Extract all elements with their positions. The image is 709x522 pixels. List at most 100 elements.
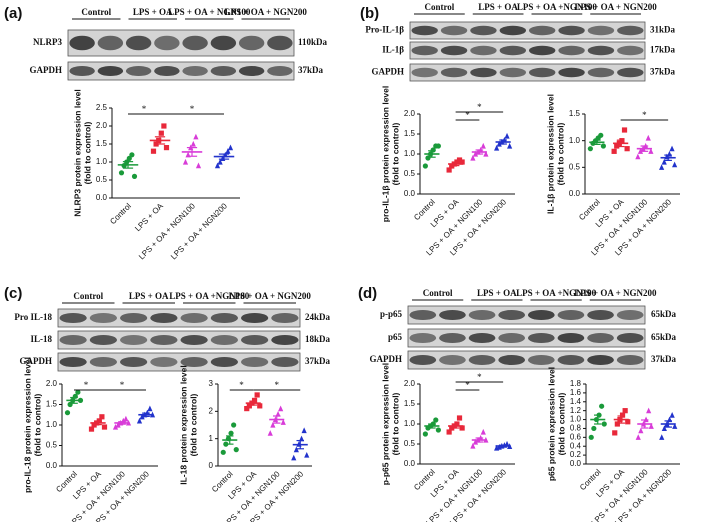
data-point xyxy=(293,446,299,453)
blot-band xyxy=(558,67,585,78)
blot-band xyxy=(97,65,124,77)
blot-band xyxy=(587,25,615,36)
blot-band xyxy=(238,65,265,77)
chart: 0 1 2 3 IL-18 protein expression level (fold … xyxy=(178,365,312,522)
data-point xyxy=(291,454,297,461)
blot-band xyxy=(498,309,526,321)
blot-strip xyxy=(57,352,301,372)
blot-band xyxy=(558,45,585,56)
panel-label: (d) xyxy=(358,285,377,302)
data-point xyxy=(193,133,199,140)
data-point xyxy=(270,421,276,428)
blot-band xyxy=(89,334,117,346)
y-tick-label: 0.2 xyxy=(570,450,582,459)
significance-star: * xyxy=(120,380,125,390)
y-axis-title: (fold to control) xyxy=(390,122,400,185)
data-point xyxy=(669,145,675,152)
kda-label: 37kDa xyxy=(298,65,324,75)
y-tick-label: 3 xyxy=(209,379,214,388)
row-label: GAPDH xyxy=(30,65,63,75)
blot-strip xyxy=(57,330,301,350)
y-axis-title: (fold to control) xyxy=(390,392,400,455)
blot-band xyxy=(470,45,497,56)
chart: 0.0 0.5 1.0 1.5 2.0 2.5 NLRP3 protein expressi… xyxy=(72,89,240,261)
data-point xyxy=(112,423,119,430)
chart: 0.0 0.5 1.0 1.5 IL-1β protein expression lev… xyxy=(545,94,680,257)
row-label: GAPDH xyxy=(372,67,405,77)
data-point xyxy=(611,148,617,154)
data-point xyxy=(254,392,260,398)
data-point xyxy=(470,442,476,449)
blot-band xyxy=(267,65,293,77)
y-tick-label: 0.0 xyxy=(96,193,108,202)
blot-band xyxy=(528,25,556,36)
blot-band xyxy=(587,309,614,321)
y-axis-title: (fold to control) xyxy=(188,393,198,456)
blot-strip xyxy=(409,41,646,60)
group-header: LPS + OA xyxy=(129,291,169,301)
blot-band xyxy=(180,356,208,368)
data-point xyxy=(136,417,143,424)
y-tick-label: 0.0 xyxy=(570,459,582,468)
y-axis-title: IL-1β protein expression level xyxy=(545,94,555,214)
y-tick-label: 1.0 xyxy=(404,419,416,428)
y-tick-label: 2.0 xyxy=(96,121,108,130)
data-point xyxy=(637,148,644,154)
significance-star: * xyxy=(84,380,89,390)
data-point xyxy=(257,403,263,409)
data-point xyxy=(646,407,652,414)
data-point xyxy=(158,130,164,136)
blot-band xyxy=(440,67,468,78)
data-point xyxy=(446,429,452,435)
data-point xyxy=(301,427,307,434)
y-tick-label: 1.5 xyxy=(46,400,58,409)
data-point xyxy=(672,423,678,429)
blot-band xyxy=(89,312,117,324)
data-point xyxy=(304,451,310,458)
y-tick-label: 2.0 xyxy=(404,379,416,388)
data-point xyxy=(472,438,479,445)
data-point xyxy=(217,158,223,165)
blot-band xyxy=(499,67,527,78)
data-point xyxy=(496,140,502,147)
data-point xyxy=(150,148,157,154)
blot-band xyxy=(241,356,269,368)
group-header: LPS + OA + NGN200 xyxy=(574,2,657,12)
y-tick-label: 2 xyxy=(209,406,214,415)
blot-band xyxy=(499,45,527,56)
y-tick-label: 1.0 xyxy=(96,157,108,166)
data-point xyxy=(625,419,631,425)
blot-band xyxy=(59,334,87,346)
data-point xyxy=(661,158,667,165)
data-point xyxy=(227,144,234,151)
data-point xyxy=(139,413,145,420)
chart: 0.0 0.5 1.0 1.5 2.0 pro-IL-1β protein express… xyxy=(380,86,515,257)
kda-label: 37kDa xyxy=(650,67,676,77)
blot-band xyxy=(89,356,117,368)
y-tick-label: 1.5 xyxy=(404,399,416,408)
significance-star: * xyxy=(477,102,482,112)
panel-label: (a) xyxy=(4,5,22,22)
blot-band xyxy=(120,312,148,324)
group-header: LPS + OA +NGN100 xyxy=(517,2,598,12)
data-point xyxy=(480,428,486,435)
data-point xyxy=(624,146,630,152)
data-point xyxy=(267,430,273,436)
y-tick-label: 1.6 xyxy=(570,388,582,397)
group-header: LPS + OA +NGN100 xyxy=(516,288,597,298)
y-tick-label: 0 xyxy=(209,461,214,470)
group-header: Control xyxy=(73,291,103,301)
y-tick-label: 1.0 xyxy=(404,149,416,158)
blot-band xyxy=(616,332,644,344)
panel-label: (b) xyxy=(360,5,379,22)
significance-star: * xyxy=(642,110,647,120)
data-point xyxy=(435,427,441,433)
row-label: NLRP3 xyxy=(33,37,62,47)
data-point xyxy=(456,415,463,421)
data-point xyxy=(601,421,607,427)
significance-star: * xyxy=(465,380,470,390)
data-point xyxy=(612,430,618,436)
y-tick-label: 0.0 xyxy=(46,461,58,470)
y-tick-label: 1 xyxy=(209,434,214,443)
